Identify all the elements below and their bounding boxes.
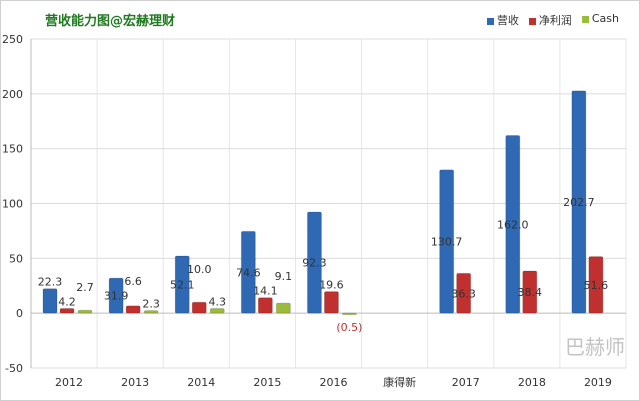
data-label: 52.1 [170, 279, 195, 292]
x-tick-label: 2013 [121, 376, 149, 389]
data-label: 14.1 [253, 285, 278, 298]
bar-net-profit [323, 291, 339, 314]
legend-item-net-profit: 净利润 [528, 12, 572, 28]
bar-cash [77, 309, 93, 314]
bar-revenue [505, 135, 521, 314]
bar-revenue [439, 169, 455, 314]
x-tick-label: 2016 [320, 376, 348, 389]
data-label: 38.4 [518, 286, 543, 299]
data-label: 4.3 [208, 295, 226, 308]
data-label: (0.5) [336, 321, 362, 334]
x-tick-label: 2019 [584, 376, 612, 389]
bar-revenue [42, 288, 58, 314]
bar-net-profit [456, 272, 472, 314]
legend: 营收 净利润 Cash [486, 12, 619, 28]
bar-revenue [571, 90, 587, 314]
y-tick-label: 50 [9, 252, 23, 265]
watermark: 巴赫师 [565, 335, 625, 359]
bar-cash [341, 312, 357, 316]
bar-revenue [306, 211, 322, 314]
bar-net-profit [588, 256, 604, 314]
data-label: 2.3 [142, 298, 160, 311]
data-label: 22.3 [38, 276, 63, 289]
data-label: 130.7 [431, 235, 463, 248]
data-label: 9.1 [275, 270, 293, 283]
bar-cash [275, 302, 291, 314]
data-label: 74.6 [236, 266, 261, 279]
y-tick-label: 0 [16, 307, 23, 320]
bar-revenue [174, 255, 190, 314]
y-tick-label: 150 [2, 143, 23, 156]
data-label: 4.2 [58, 296, 76, 309]
bar-net-profit [125, 305, 141, 314]
y-tick-label: 200 [2, 88, 23, 101]
bar-net-profit [522, 270, 538, 314]
data-label: 202.7 [563, 196, 595, 209]
x-tick-label: 2012 [55, 376, 83, 389]
data-label: 36.3 [451, 287, 476, 300]
data-label: 10.0 [187, 263, 212, 276]
y-tick-label: 100 [2, 198, 23, 211]
bar-revenue [240, 230, 256, 314]
bar-revenue [108, 277, 124, 314]
y-tick-label: 250 [2, 33, 23, 46]
data-label: 19.6 [319, 279, 344, 292]
x-tick-label: 2014 [187, 376, 215, 389]
chart-title: 营收能力图@宏赫理财 [45, 14, 176, 29]
data-label: 2.7 [76, 281, 94, 294]
x-tick-label: 2017 [452, 376, 480, 389]
bar-net-profit [191, 301, 207, 314]
legend-item-revenue: 营收 [486, 12, 519, 28]
bar-cash [209, 307, 225, 314]
bar-net-profit [257, 297, 273, 314]
legend-item-cash: Cash [581, 12, 619, 28]
data-label: 6.6 [124, 275, 142, 288]
bar-net-profit [59, 308, 75, 314]
data-label: 162.0 [497, 218, 529, 231]
data-label: 31.9 [104, 290, 129, 303]
y-tick-label: -50 [5, 362, 23, 375]
x-tick-label: 2015 [253, 376, 281, 389]
data-label: 51.6 [584, 279, 609, 292]
bar-cash [143, 310, 159, 314]
data-label: 92.3 [302, 257, 327, 270]
x-tick-label: 2018 [518, 376, 546, 389]
x-tick-label: 康得新 [383, 375, 416, 389]
